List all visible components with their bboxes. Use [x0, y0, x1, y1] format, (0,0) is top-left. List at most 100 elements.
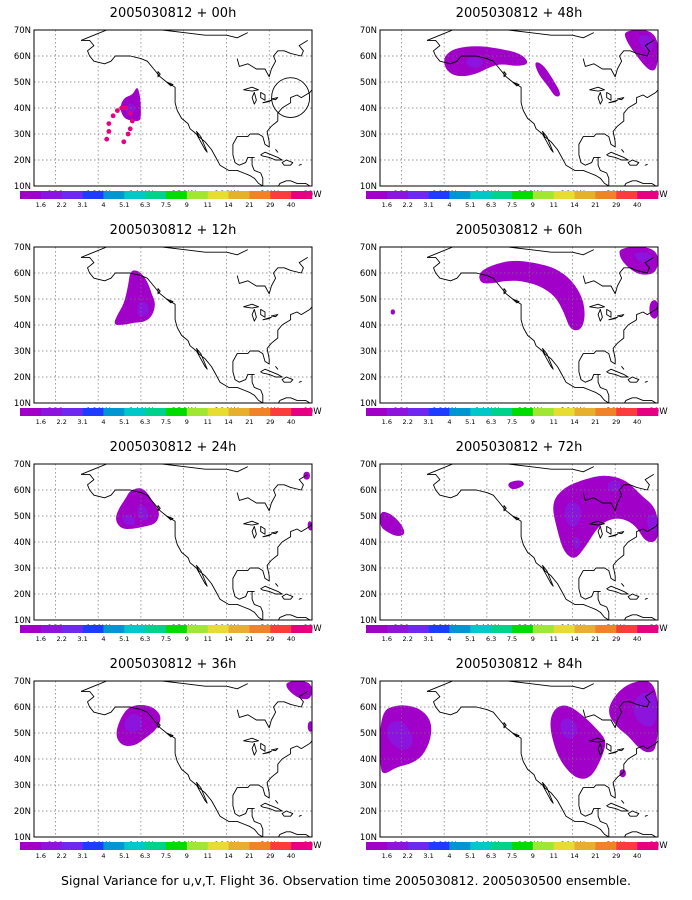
latitude-label: 70N [360, 243, 377, 253]
legend-label: 21 [591, 635, 599, 643]
legend-label: 3.1 [423, 635, 433, 643]
legend-label: 4 [447, 852, 451, 860]
legend-label: 3.1 [423, 418, 433, 426]
panel-title: 2005030812 + 60h [455, 223, 583, 238]
legend-label: 2.2 [57, 635, 67, 643]
legend-swatch [124, 408, 146, 416]
legend-label: 29 [612, 635, 620, 643]
legend-swatch [166, 842, 188, 850]
legend-swatch [491, 191, 513, 199]
legend-swatch [491, 625, 513, 633]
latitude-label: 10N [360, 182, 377, 192]
latitude-label: 40N [14, 538, 31, 548]
target-circle [271, 77, 311, 118]
latitude-label: 30N [14, 781, 31, 791]
legend-swatch [61, 191, 83, 199]
legend-swatch [61, 842, 83, 850]
flight-track-dot [127, 126, 133, 132]
panel-title: 2005030812 + 72h [455, 440, 583, 455]
legend-label: 9 [185, 418, 189, 426]
legend-swatch [366, 625, 388, 633]
legend-swatch [145, 842, 167, 850]
latitude-label: 40N [360, 538, 377, 548]
legend-swatch [145, 191, 167, 199]
latitude-label: 20N [14, 156, 31, 166]
legend-label: 2.2 [57, 418, 67, 426]
legend-swatch [532, 842, 555, 850]
variance-contour [307, 721, 312, 732]
forecast-panel: 2005030812 + 12h70N60N50N40N30N20N10N180… [0, 217, 346, 433]
legend-label: 21 [245, 852, 253, 860]
legend-label: 40 [287, 635, 295, 643]
legend-swatch [40, 625, 63, 633]
forecast-panel: 2005030812 + 60h70N60N50N40N30N20N10N180… [346, 217, 692, 433]
latitude-label: 70N [360, 26, 377, 36]
legend-label: 4 [447, 201, 451, 209]
legend-swatch [574, 842, 596, 850]
legend-swatch [166, 625, 188, 633]
legend-label: 3.1 [423, 852, 433, 860]
legend-swatch [595, 842, 617, 850]
legend-swatch [291, 408, 313, 416]
legend-swatch [428, 625, 450, 633]
legend-label: 6.3 [140, 852, 150, 860]
map-plot: 70N60N50N40N30N20N10N180160W140W120W100W… [14, 677, 322, 860]
legend-label: 4 [101, 201, 105, 209]
legend-label: 21 [245, 418, 253, 426]
legend-label: 6.3 [140, 418, 150, 426]
latitude-label: 10N [360, 833, 377, 843]
latitude-label: 70N [14, 243, 31, 253]
legend-swatch [186, 408, 209, 416]
flight-track-dot [125, 131, 131, 137]
legend-swatch [449, 625, 471, 633]
latitude-label: 10N [360, 399, 377, 409]
legend-label: 14 [570, 201, 578, 209]
latitude-label: 40N [14, 755, 31, 765]
legend-swatch [82, 191, 104, 199]
legend-swatch [291, 191, 313, 199]
legend-label: 29 [612, 201, 620, 209]
legend-label: 14 [224, 201, 232, 209]
legend-swatch [207, 408, 229, 416]
legend-swatch [270, 842, 292, 850]
map-plot: 70N60N50N40N30N20N10N180160W140W120W100W… [14, 26, 322, 209]
forecast-panel: 2005030812 + 48h70N60N50N40N30N20N10N180… [346, 0, 692, 216]
legend-swatch [407, 408, 429, 416]
legend-label: 5.1 [119, 635, 129, 643]
legend-swatch [491, 842, 513, 850]
panel-title: 2005030812 + 12h [109, 223, 237, 238]
legend-swatch [249, 408, 271, 416]
variance-contour [466, 56, 483, 69]
legend-swatch [512, 842, 534, 850]
legend-label: 7.5 [161, 852, 171, 860]
legend-label: 2.2 [403, 201, 413, 209]
legend-label: 3.1 [77, 852, 87, 860]
map-plot: 70N60N50N40N30N20N10N180160W140W120W100W… [360, 460, 668, 643]
legend-label: 21 [245, 635, 253, 643]
legend-label: 40 [287, 852, 295, 860]
legend-label: 14 [224, 418, 232, 426]
latitude-label: 20N [14, 373, 31, 383]
legend-label: 7.5 [161, 418, 171, 426]
legend-label: 4 [447, 418, 451, 426]
legend-swatch [386, 842, 409, 850]
variance-contour [380, 511, 405, 536]
legend-label: 3.1 [77, 201, 87, 209]
legend-swatch [82, 625, 104, 633]
map-plot: 70N60N50N40N30N20N10N180160W140W120W100W… [360, 677, 668, 860]
forecast-panel: 2005030812 + 72h 70N60N50N40N30N20N10N180… [346, 434, 692, 650]
legend-label: 5.1 [119, 418, 129, 426]
legend-swatch [512, 625, 534, 633]
legend-label: 11 [204, 201, 212, 209]
latitude-label: 30N [14, 130, 31, 140]
legend-swatch [124, 842, 146, 850]
map-frame [379, 29, 659, 187]
legend-swatch [82, 408, 104, 416]
latitude-label: 20N [14, 590, 31, 600]
legend-swatch [103, 191, 125, 199]
forecast-panel: 2005030812 + 36h70N60N50N40N30N20N10N180… [0, 651, 346, 867]
legend-swatch [386, 625, 409, 633]
legend-swatch [574, 191, 596, 199]
latitude-label: 50N [360, 78, 377, 88]
legend-swatch [595, 625, 617, 633]
